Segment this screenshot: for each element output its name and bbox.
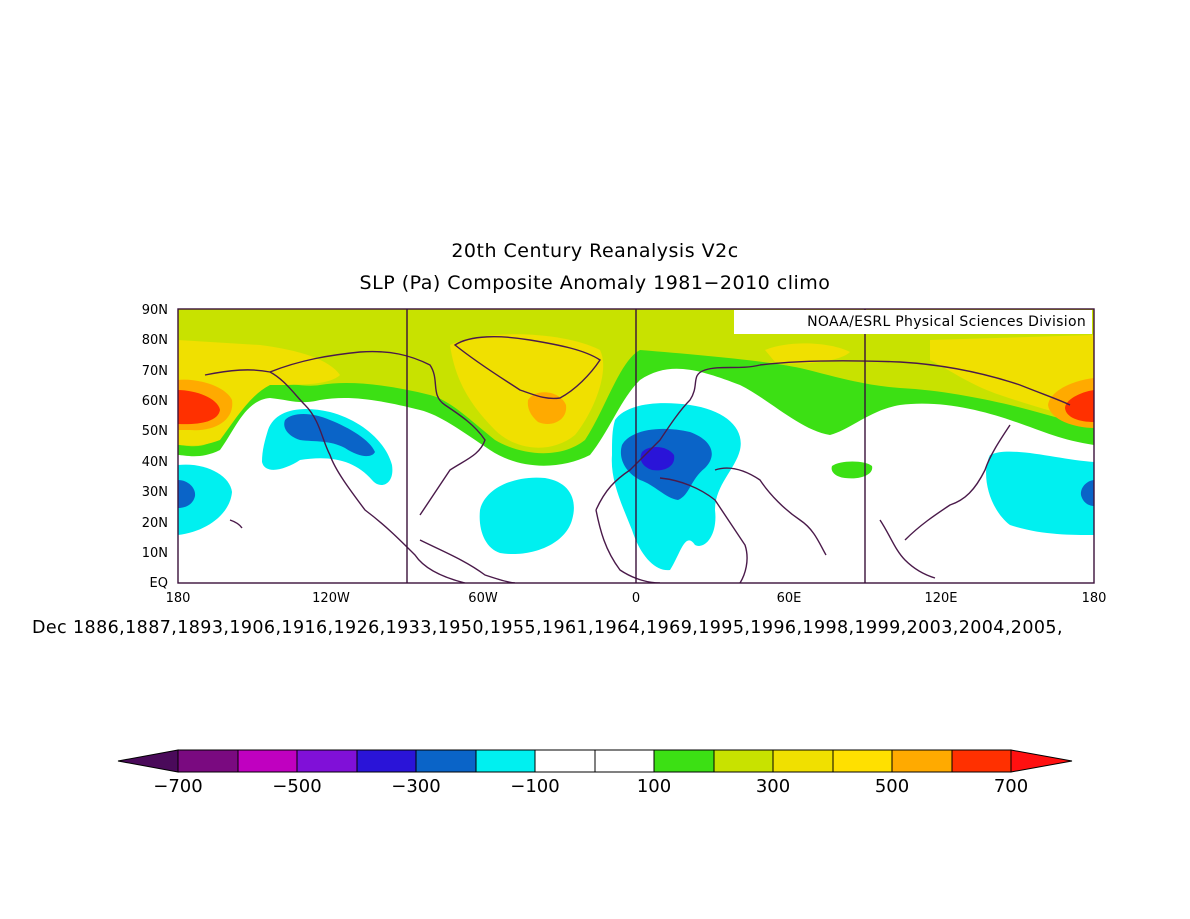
colorbar-label: −500 bbox=[272, 776, 322, 797]
colorbar-high-arrow bbox=[1010, 749, 1073, 773]
negative-cyan-westpac bbox=[178, 464, 232, 535]
lat-label: 40N bbox=[141, 455, 168, 470]
lon-label: 0 bbox=[631, 591, 641, 606]
lon-label: 180 bbox=[1081, 591, 1107, 606]
colorbar-label: 500 bbox=[874, 776, 910, 797]
lat-label: EQ bbox=[149, 576, 168, 591]
negative-cyan-atlantic bbox=[479, 477, 574, 555]
colorbar-label: −300 bbox=[391, 776, 441, 797]
lat-label: 50N bbox=[141, 424, 168, 439]
colorbar-label: −100 bbox=[510, 776, 560, 797]
colorbar-box bbox=[832, 749, 893, 773]
colorbar-box bbox=[594, 749, 655, 773]
composite-dates-caption: Dec 1886,1887,1893,1906,1916,1926,1933,1… bbox=[32, 618, 1063, 638]
chart-title: 20th Century Reanalysis V2c bbox=[451, 240, 739, 262]
lat-label: 10N bbox=[141, 546, 168, 561]
lat-label: 70N bbox=[141, 364, 168, 379]
colorbar-low-arrow bbox=[117, 749, 179, 773]
positive-orange-greenland bbox=[527, 392, 567, 425]
colorbar-box bbox=[534, 749, 596, 773]
colorbar-box bbox=[177, 749, 239, 773]
negative-blue-namerica bbox=[284, 414, 375, 457]
lat-label: 20N bbox=[141, 516, 168, 531]
positive-yellow-greenland bbox=[450, 334, 604, 448]
colorbar-label: 700 bbox=[993, 776, 1029, 797]
lat-label: 60N bbox=[141, 394, 168, 409]
lon-label: 180 bbox=[165, 591, 191, 606]
colorbar-box bbox=[475, 749, 536, 773]
credit-label: NOAA/ESRL Physical Sciences Division bbox=[734, 310, 1092, 334]
positive-red-west bbox=[178, 390, 220, 425]
colorbar-box bbox=[415, 749, 477, 773]
negative-cyan-eastpac bbox=[986, 451, 1094, 535]
colorbar-box bbox=[653, 749, 715, 773]
lon-label: 120W bbox=[312, 591, 350, 606]
colorbar-box bbox=[237, 749, 298, 773]
negative-blue-westpac bbox=[178, 480, 196, 508]
negative-core-europe bbox=[640, 446, 675, 471]
colorbar-box bbox=[713, 749, 774, 773]
colorbar-box bbox=[296, 749, 358, 773]
negative-blue-eastpac bbox=[1080, 480, 1094, 506]
colorbar-label: 100 bbox=[636, 776, 672, 797]
colorbar-box bbox=[356, 749, 417, 773]
colorbar-label: 300 bbox=[755, 776, 791, 797]
colorbar bbox=[117, 749, 1073, 773]
coastlines bbox=[204, 336, 1071, 583]
positive-green-tibet bbox=[831, 461, 873, 479]
colorbar-box bbox=[891, 749, 953, 773]
colorbar-box bbox=[951, 749, 1012, 773]
chart-subtitle: SLP (Pa) Composite Anomaly 1981−2010 cli… bbox=[359, 272, 831, 294]
lon-label: 120E bbox=[924, 591, 958, 606]
lat-label: 80N bbox=[141, 333, 168, 348]
lon-label: 60W bbox=[468, 591, 498, 606]
lat-label: 30N bbox=[141, 485, 168, 500]
lon-label: 60E bbox=[776, 591, 802, 606]
colorbar-label: −700 bbox=[153, 776, 203, 797]
colorbar-box bbox=[772, 749, 834, 773]
lat-label: 90N bbox=[141, 303, 168, 318]
positive-yellow-siberia bbox=[765, 343, 850, 364]
positive-red-east bbox=[1065, 390, 1094, 422]
